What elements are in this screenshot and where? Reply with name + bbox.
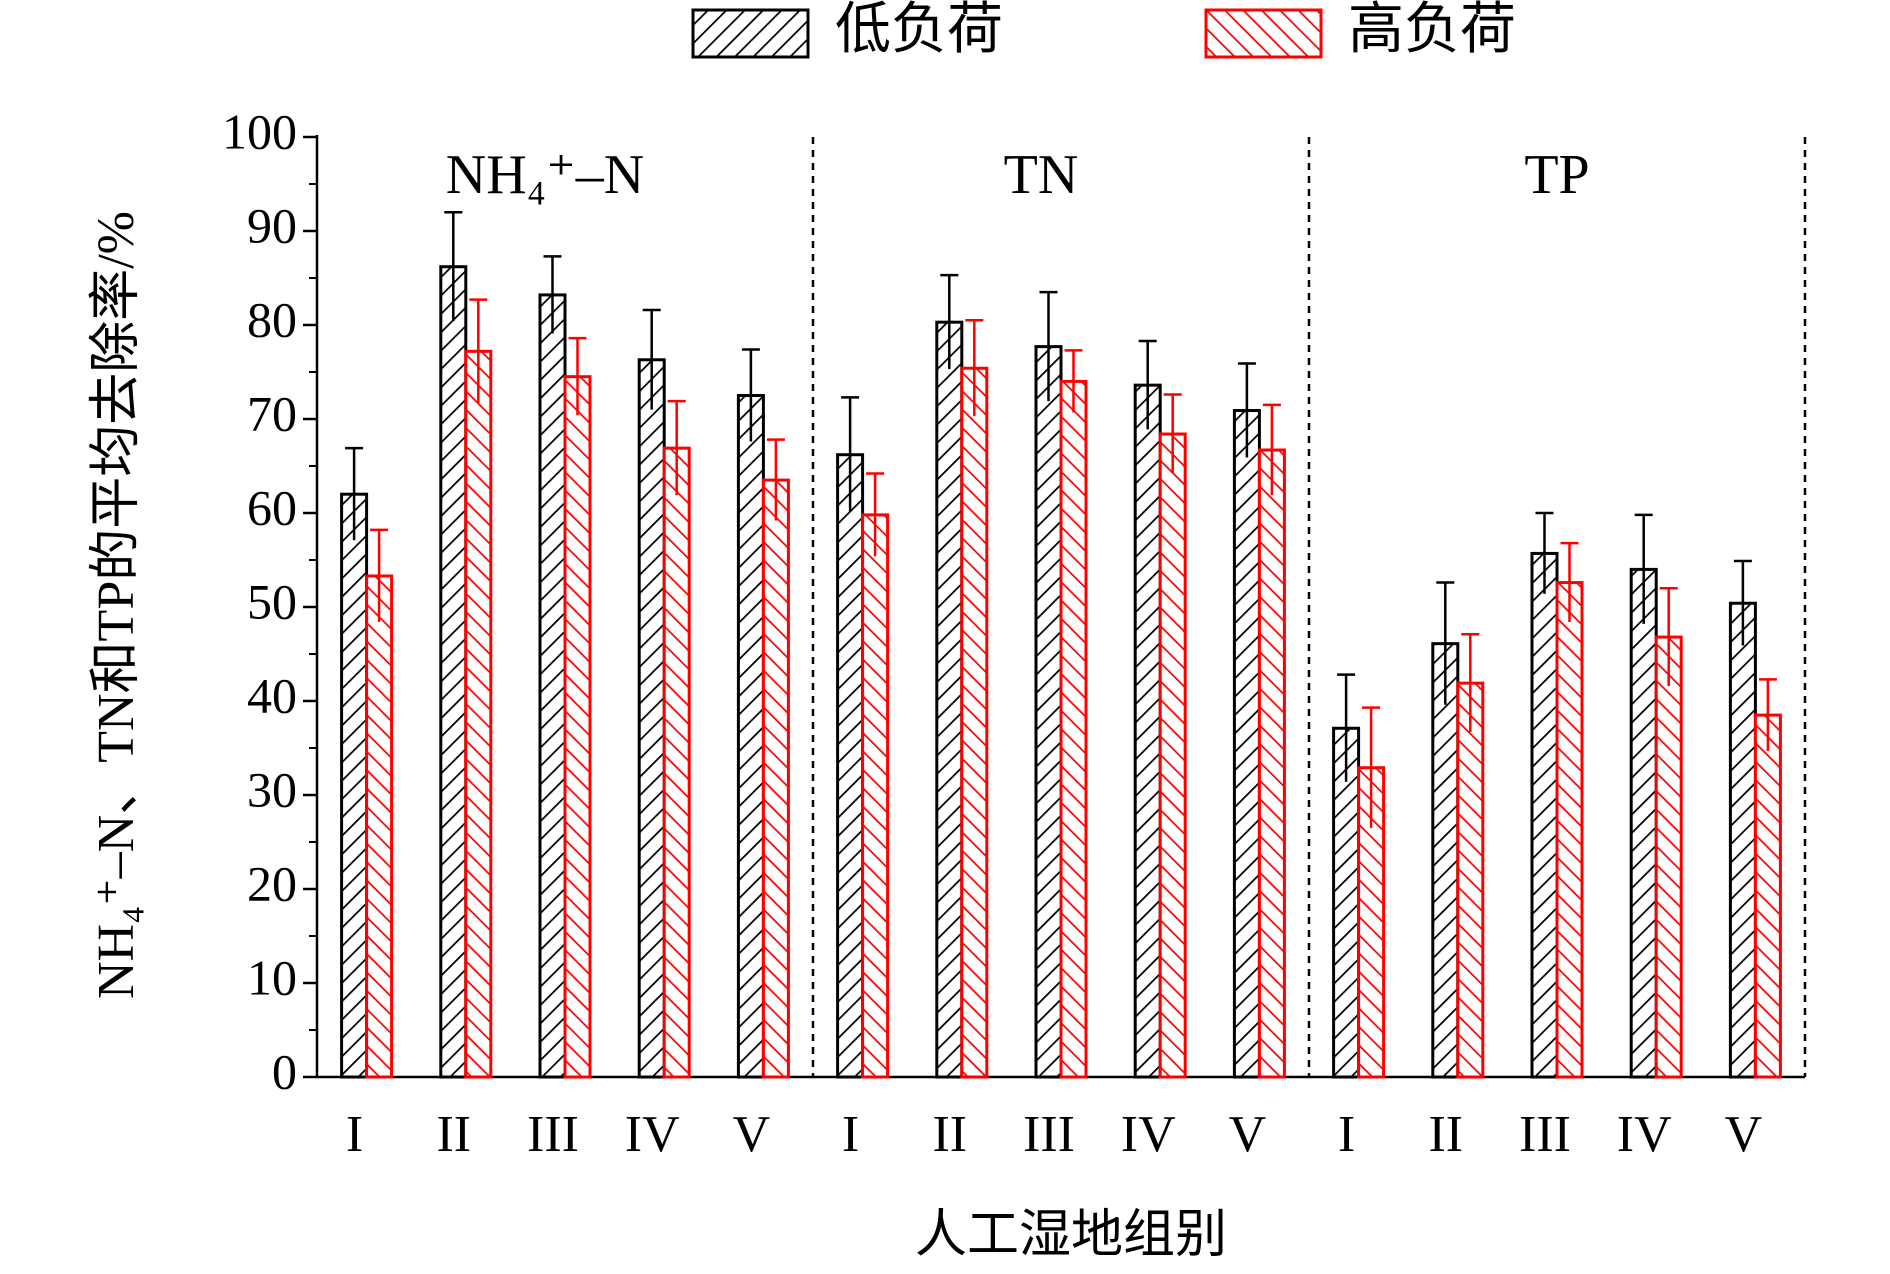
- bar: [836, 453, 865, 1079]
- legend-label: 高负荷: [1348, 0, 1516, 61]
- bar: [1332, 726, 1361, 1079]
- x-tick-label: III: [1519, 1106, 1571, 1163]
- x-tick-label: IV: [1617, 1106, 1672, 1163]
- y-tick-label: 50: [247, 573, 297, 629]
- bar: [1431, 642, 1460, 1079]
- y-tick-label: 20: [247, 855, 297, 911]
- bar: [1629, 567, 1658, 1079]
- y-tick-label: 0: [272, 1043, 297, 1099]
- x-tick-label: I: [346, 1106, 363, 1163]
- y-tick-label: 80: [247, 291, 297, 347]
- x-tick-label: IV: [625, 1106, 680, 1163]
- y-tick-label: 100: [222, 103, 297, 159]
- bar: [761, 478, 790, 1079]
- legend-label: 低负荷: [835, 0, 1003, 61]
- bar: [736, 394, 765, 1079]
- bar: [439, 265, 468, 1079]
- bar: [1133, 383, 1162, 1079]
- legend-swatch: [1204, 8, 1323, 59]
- bar: [1034, 345, 1063, 1079]
- bar: [1555, 581, 1584, 1079]
- bar: [861, 513, 890, 1079]
- x-tick-label: II: [1428, 1106, 1463, 1163]
- y-tick-label: 60: [247, 479, 297, 535]
- bar: [563, 375, 592, 1079]
- bar: [935, 320, 964, 1079]
- y-tick-label: 70: [247, 385, 297, 441]
- group-label: TP: [1524, 144, 1589, 206]
- y-tick-label: 90: [247, 197, 297, 253]
- bar: [1456, 681, 1485, 1079]
- bar: [538, 293, 567, 1079]
- group-label: NH₄⁺–N: [446, 144, 644, 206]
- group-label: TN: [1004, 144, 1079, 206]
- bar: [1530, 551, 1559, 1079]
- x-tick-label: V: [1725, 1106, 1763, 1163]
- bar: [1753, 713, 1782, 1079]
- bar: [1158, 432, 1187, 1079]
- bar: [637, 358, 666, 1079]
- x-axis-label: 人工湿地组别: [915, 1207, 1227, 1264]
- x-tick-label: V: [733, 1106, 771, 1163]
- x-tick-label: I: [1338, 1106, 1355, 1163]
- x-tick-label: II: [932, 1106, 967, 1163]
- y-tick-label: 40: [247, 667, 297, 723]
- x-tick-label: III: [527, 1106, 579, 1163]
- bar: [662, 446, 691, 1079]
- bar: [1654, 635, 1683, 1079]
- x-tick-label: IV: [1121, 1106, 1176, 1163]
- y-tick-label: 30: [247, 761, 297, 817]
- x-tick-label: II: [436, 1106, 471, 1163]
- bar: [365, 574, 394, 1079]
- x-tick-label: I: [842, 1106, 859, 1163]
- bar: [1728, 601, 1757, 1079]
- x-tick-label: V: [1229, 1106, 1267, 1163]
- bar: [464, 349, 493, 1079]
- x-tick-label: III: [1023, 1106, 1075, 1163]
- bar: [1232, 409, 1261, 1079]
- bar: [960, 366, 989, 1079]
- legend-swatch: [691, 8, 810, 59]
- bar: [1059, 379, 1088, 1079]
- y-tick-label: 10: [247, 949, 297, 1005]
- bar: [340, 492, 369, 1079]
- bar: [1257, 448, 1286, 1079]
- y-axis-label: NH₄⁺–N、TN和TP的平均去除率/%: [88, 211, 145, 999]
